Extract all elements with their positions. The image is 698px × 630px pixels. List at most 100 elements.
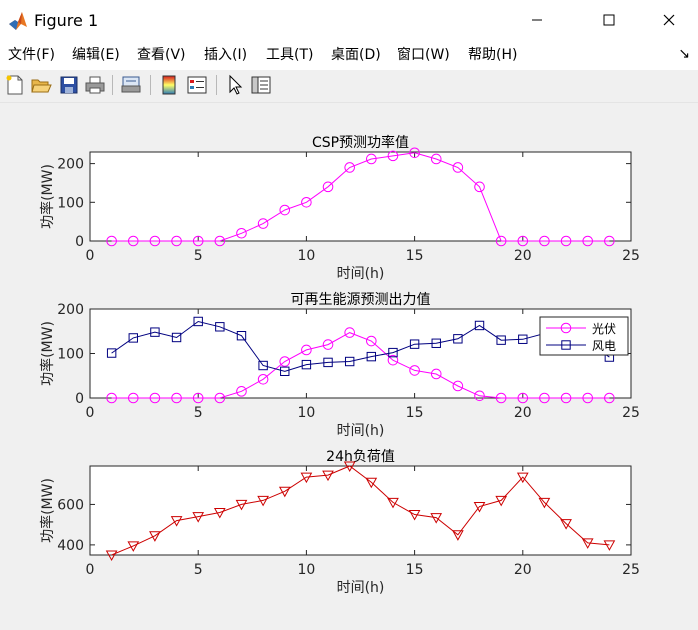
x-axis-label: 时间(h) — [337, 423, 385, 439]
data-point — [495, 495, 508, 507]
data-point — [301, 344, 312, 356]
menu-tools[interactable]: 工具(T) — [266, 47, 314, 63]
minimize-button[interactable] — [514, 0, 560, 40]
data-point — [279, 204, 291, 216]
data-point — [561, 340, 571, 350]
data-point — [171, 392, 182, 404]
toolbar — [0, 70, 698, 103]
menu-view[interactable]: 查看(V) — [137, 47, 186, 63]
data-point — [235, 499, 248, 511]
data-point — [430, 368, 442, 380]
data-point — [149, 531, 161, 542]
data-point — [560, 519, 572, 530]
data-point — [105, 550, 118, 562]
series-line — [111, 332, 610, 399]
data-point — [236, 227, 247, 239]
data-point — [365, 477, 378, 489]
data-point — [106, 348, 117, 358]
toolbar-separator — [112, 75, 113, 95]
data-point — [366, 351, 377, 362]
pointer-icon[interactable] — [224, 74, 246, 96]
toolbar-separator — [216, 75, 217, 95]
toolbar-separator — [150, 75, 151, 95]
data-point — [214, 392, 226, 404]
menu-bar: 文件(F) 编辑(E) 查看(V) 插入(I) 工具(T) 桌面(D) 窗口(W… — [0, 40, 698, 70]
chart-title: 24h负荷值 — [326, 449, 395, 465]
menu-file[interactable]: 文件(F) — [8, 47, 55, 63]
data-point — [474, 181, 485, 193]
maximize-button[interactable] — [586, 0, 632, 40]
data-point — [322, 339, 334, 350]
data-point — [388, 347, 398, 358]
data-point — [128, 333, 138, 343]
data-point — [560, 322, 572, 334]
data-point — [387, 354, 399, 366]
data-point — [171, 332, 182, 343]
close-button[interactable] — [646, 0, 692, 40]
y-tick-label: 0 — [75, 391, 84, 407]
x-tick-label: 10 — [297, 562, 315, 578]
print-icon[interactable] — [84, 74, 106, 96]
data-point — [322, 181, 334, 193]
colorbar-icon[interactable] — [158, 74, 180, 96]
menu-desktop[interactable]: 桌面(D) — [331, 47, 381, 63]
window-title: Figure 1 — [34, 11, 99, 30]
data-point — [192, 512, 205, 523]
menu-window[interactable]: 窗口(W) — [397, 47, 450, 63]
menu-edit[interactable]: 编辑(E) — [72, 47, 120, 63]
data-point — [106, 235, 117, 247]
print-preview-icon[interactable] — [120, 74, 142, 96]
data-point — [518, 334, 528, 344]
data-point — [127, 235, 139, 247]
save-icon[interactable] — [58, 74, 80, 96]
data-point — [257, 374, 269, 385]
y-tick-label: 100 — [57, 347, 84, 363]
open-folder-icon[interactable] — [30, 74, 52, 96]
data-point — [560, 235, 572, 247]
data-point — [127, 392, 139, 404]
data-point — [474, 390, 485, 402]
series-line — [111, 320, 610, 372]
series-line — [111, 465, 610, 556]
x-tick-label: 5 — [194, 405, 203, 421]
x-tick-label: 25 — [622, 405, 640, 421]
menu-help[interactable]: 帮助(H) — [468, 47, 518, 63]
data-point — [409, 339, 420, 349]
legend-entry: 风电 — [592, 339, 616, 353]
legend-icon[interactable] — [186, 74, 208, 96]
data-point — [366, 153, 377, 165]
data-point — [495, 392, 507, 404]
data-point — [344, 162, 355, 173]
y-tick-label: 0 — [75, 234, 84, 250]
data-point — [582, 392, 594, 404]
close-icon — [663, 14, 675, 26]
property-editor-icon[interactable] — [250, 74, 272, 96]
x-tick-label: 15 — [406, 248, 424, 264]
data-point — [387, 150, 399, 162]
data-point — [539, 235, 550, 247]
menu-insert[interactable]: 插入(I) — [204, 47, 248, 63]
x-axis-label: 时间(h) — [337, 580, 385, 596]
data-point — [323, 357, 333, 368]
data-point — [538, 497, 551, 509]
data-point — [214, 235, 226, 247]
data-point — [171, 235, 182, 247]
dock-arrow-icon[interactable]: ↘ — [678, 46, 690, 62]
data-point — [431, 338, 441, 348]
legend-entry: 光伏 — [592, 322, 616, 336]
legend-box — [539, 316, 629, 356]
x-tick-label: 25 — [622, 562, 640, 578]
data-point — [301, 197, 312, 208]
x-tick-label: 10 — [297, 405, 315, 421]
chart-title: CSP预测功率值 — [312, 134, 409, 151]
data-point — [106, 392, 117, 404]
data-point — [322, 470, 334, 482]
new-file-icon[interactable] — [4, 74, 26, 96]
data-point — [301, 359, 312, 370]
data-point — [149, 392, 161, 404]
